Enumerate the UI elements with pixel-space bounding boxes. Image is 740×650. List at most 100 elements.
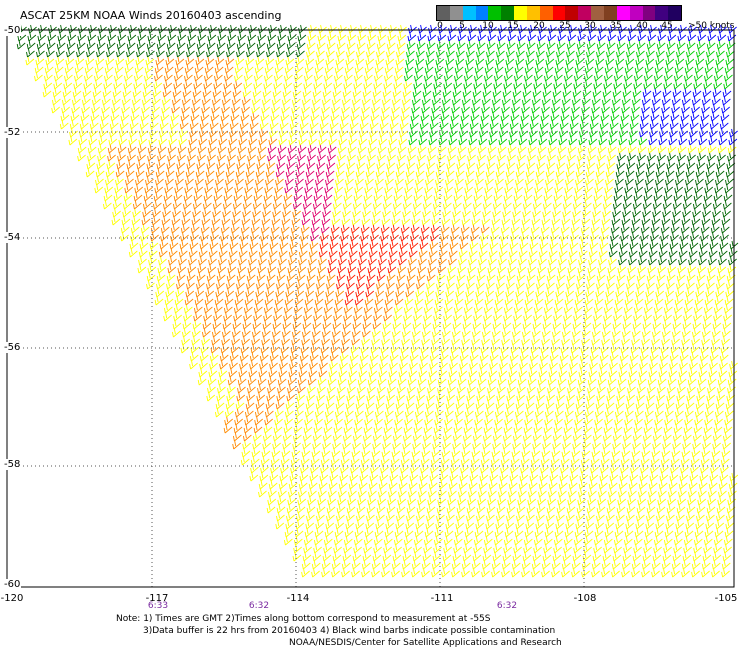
wind-barb xyxy=(503,424,513,434)
wind-barb xyxy=(676,392,686,402)
wind-barb xyxy=(264,184,274,194)
wind-barb xyxy=(477,152,486,162)
wind-barb xyxy=(471,104,480,114)
wind-barb xyxy=(498,136,508,146)
wind-barb xyxy=(657,152,666,162)
wind-barb xyxy=(314,408,324,418)
wind-barb xyxy=(663,304,673,314)
wind-barb xyxy=(276,512,285,522)
wind-barb xyxy=(513,312,522,322)
wind-barb xyxy=(655,400,665,410)
wind-barb xyxy=(709,240,719,250)
wind-barb xyxy=(635,400,645,410)
wind-barb xyxy=(512,208,521,218)
wind-barb xyxy=(411,96,421,106)
wind-barb xyxy=(268,256,277,266)
wind-barb xyxy=(179,240,189,250)
wind-barb xyxy=(641,560,651,570)
wind-barb xyxy=(441,96,451,106)
wind-barb xyxy=(721,328,731,338)
wind-barb xyxy=(233,80,243,90)
wind-barb xyxy=(609,352,619,362)
wind-barb xyxy=(221,216,231,226)
wind-barb xyxy=(456,512,465,522)
wind-barb xyxy=(121,216,131,226)
wind-barb xyxy=(365,400,375,410)
wind-barb xyxy=(580,464,589,474)
wind-barb xyxy=(159,128,168,138)
wind-barb xyxy=(617,496,627,506)
wind-barb xyxy=(574,64,584,74)
wind-barb xyxy=(578,248,588,258)
wind-barb xyxy=(234,408,244,418)
wind-barb xyxy=(251,216,261,226)
wind-barb xyxy=(597,32,607,42)
wind-barb xyxy=(239,352,249,362)
wind-barb xyxy=(349,240,359,250)
wind-barb xyxy=(148,24,157,34)
wind-barb xyxy=(535,176,544,186)
wind-barb xyxy=(609,240,619,250)
wind-barb xyxy=(342,88,352,98)
wind-barb xyxy=(652,552,662,562)
wind-barb xyxy=(343,424,353,434)
wind-barb xyxy=(703,304,713,314)
wind-barb xyxy=(706,392,716,402)
wind-barb xyxy=(100,112,110,122)
wind-barb xyxy=(300,344,310,354)
wind-barb xyxy=(282,432,292,442)
wind-barb xyxy=(45,56,55,66)
wind-speed-legend: 0 5 10 15 20 25 30 35 40 45 >50 knots xyxy=(436,4,740,34)
wind-barb xyxy=(281,448,291,458)
wind-barb xyxy=(420,344,430,354)
wind-barb xyxy=(326,280,335,290)
wind-barb xyxy=(381,216,391,226)
wind-barb xyxy=(525,176,534,186)
wind-barb xyxy=(139,240,149,250)
wind-barb xyxy=(706,40,716,50)
wind-barb xyxy=(169,120,179,130)
wind-barb xyxy=(453,312,462,322)
wind-barb xyxy=(683,80,693,90)
wind-barb xyxy=(679,120,689,130)
wind-barb xyxy=(666,160,676,170)
wind-barb xyxy=(354,528,364,538)
wind-barb xyxy=(207,144,217,154)
wind-barb xyxy=(580,456,590,466)
wind-barb xyxy=(597,496,607,506)
wind-barb xyxy=(564,296,574,306)
wind-barb xyxy=(146,40,156,50)
wind-barb xyxy=(353,424,363,434)
wind-barb xyxy=(594,72,603,82)
wind-barb xyxy=(591,216,601,226)
wind-barb xyxy=(244,296,254,306)
wind-barb xyxy=(626,504,636,514)
wind-barb xyxy=(403,312,412,322)
wind-barb xyxy=(333,536,343,546)
wind-barb xyxy=(382,200,392,210)
wind-barb xyxy=(649,472,659,482)
wind-barb xyxy=(400,224,410,234)
wind-barb xyxy=(422,440,431,450)
wind-barb xyxy=(587,376,597,386)
wind-barb xyxy=(728,24,737,34)
wind-barb xyxy=(148,256,157,266)
wind-barb xyxy=(184,64,194,74)
wind-barb xyxy=(703,424,713,434)
wind-barb xyxy=(290,232,299,242)
wind-barb xyxy=(448,368,458,378)
wind-barb xyxy=(474,64,484,74)
wind-barb xyxy=(161,216,171,226)
wind-barb xyxy=(270,464,279,474)
wind-barb xyxy=(720,224,730,234)
wind-barb xyxy=(516,512,525,522)
wind-barb xyxy=(485,168,495,178)
wind-barb xyxy=(621,560,631,570)
wind-barb xyxy=(310,464,319,474)
wind-barb xyxy=(599,472,609,482)
wind-barb xyxy=(659,352,669,362)
wind-barb xyxy=(462,440,471,450)
wind-barb xyxy=(294,408,304,418)
wind-barb xyxy=(208,24,217,34)
wind-barb xyxy=(466,272,476,282)
